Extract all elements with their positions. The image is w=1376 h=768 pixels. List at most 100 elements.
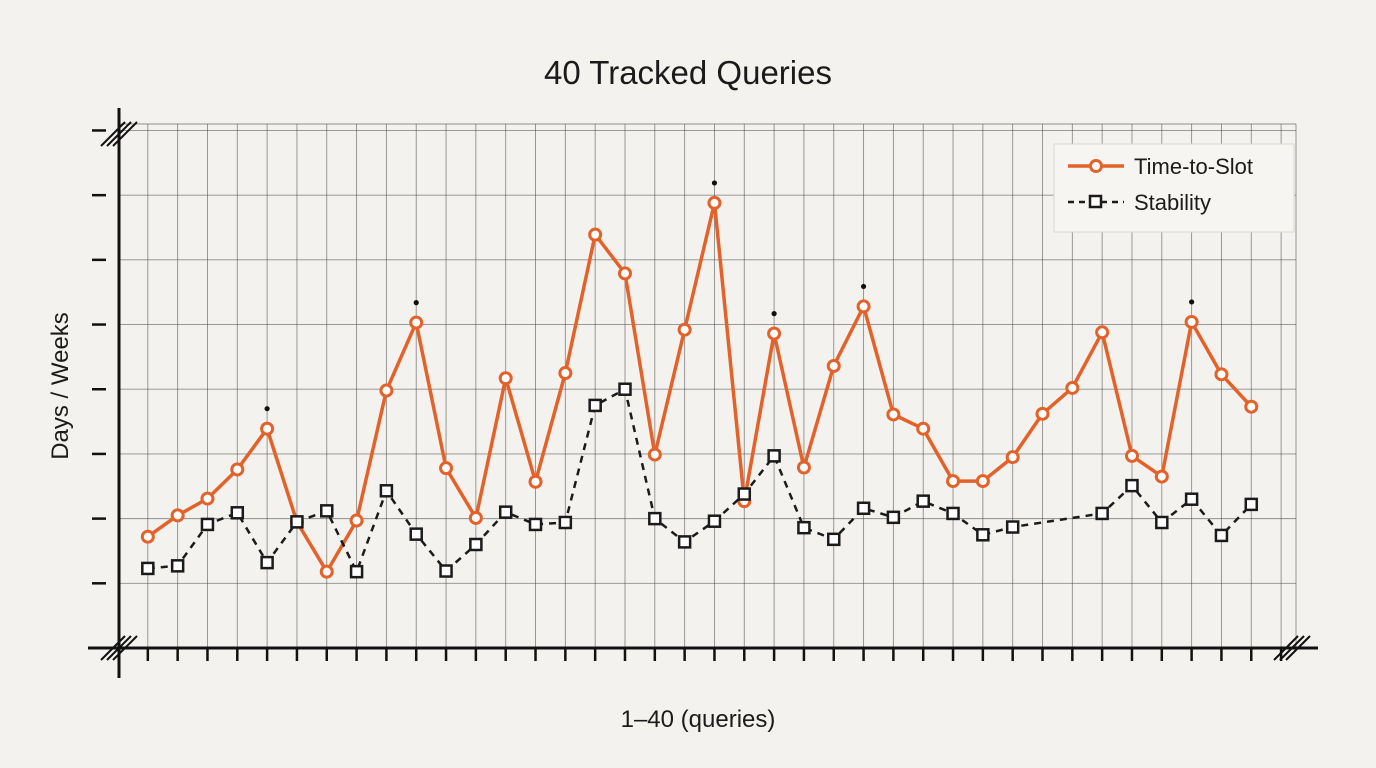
data-point bbox=[170, 559, 185, 573]
data-point bbox=[647, 447, 662, 462]
data-point bbox=[797, 520, 811, 535]
series-stability bbox=[141, 382, 1259, 579]
data-point bbox=[916, 494, 930, 508]
data-point bbox=[886, 510, 901, 525]
data-point bbox=[1005, 450, 1020, 465]
data-point bbox=[1095, 325, 1110, 340]
data-point bbox=[1214, 367, 1229, 382]
axis-break-mark bbox=[112, 121, 138, 147]
data-point bbox=[856, 501, 871, 516]
data-point bbox=[200, 491, 215, 506]
data-point bbox=[1095, 506, 1109, 521]
data-point bbox=[528, 474, 543, 489]
data-point bbox=[260, 555, 274, 570]
data-point bbox=[1214, 528, 1229, 543]
data-point bbox=[1244, 497, 1259, 512]
data-point bbox=[1005, 520, 1020, 534]
data-point bbox=[409, 527, 423, 541]
data-point bbox=[319, 564, 334, 579]
data-point bbox=[230, 462, 245, 477]
data-point bbox=[409, 315, 424, 330]
axis-break-mark bbox=[1273, 635, 1299, 661]
data-point bbox=[1154, 469, 1169, 484]
legend: Time-to-Slot Stability bbox=[1053, 143, 1295, 233]
axis-break-mark bbox=[1285, 635, 1311, 661]
data-point bbox=[975, 474, 990, 489]
data-point bbox=[379, 484, 394, 498]
data-point bbox=[349, 513, 364, 528]
data-point bbox=[677, 535, 692, 549]
data-point bbox=[290, 515, 304, 529]
data-point bbox=[140, 529, 155, 544]
data-point bbox=[617, 266, 632, 281]
data-point bbox=[170, 508, 185, 523]
data-point bbox=[946, 474, 961, 489]
data-point bbox=[826, 358, 841, 373]
series-line bbox=[147, 387, 1253, 573]
data-point bbox=[588, 398, 602, 413]
data-point bbox=[498, 505, 513, 519]
data-point bbox=[1065, 380, 1080, 395]
data-point bbox=[1155, 515, 1169, 530]
data-point bbox=[588, 227, 603, 242]
data-point bbox=[946, 506, 960, 521]
data-point bbox=[976, 528, 990, 542]
data-point bbox=[558, 515, 573, 530]
data-point bbox=[916, 421, 931, 436]
series-layer bbox=[140, 180, 1259, 579]
data-point bbox=[468, 510, 483, 525]
data-point bbox=[648, 511, 662, 526]
data-point bbox=[379, 383, 394, 398]
data-point bbox=[200, 517, 215, 532]
data-point bbox=[618, 382, 632, 396]
data-point bbox=[439, 461, 454, 476]
legend-marker-time-to-slot bbox=[1089, 159, 1103, 173]
data-point bbox=[707, 514, 722, 528]
axis-break-mark bbox=[100, 635, 126, 661]
data-point bbox=[737, 487, 752, 501]
peak-marker bbox=[711, 180, 718, 186]
data-point bbox=[320, 504, 334, 518]
data-point bbox=[1125, 478, 1139, 493]
x-axis-label: 1–40 (queries) bbox=[621, 706, 776, 733]
peak-marker bbox=[413, 300, 419, 306]
data-point bbox=[796, 460, 811, 475]
data-point bbox=[886, 407, 901, 422]
series-time-to-slot bbox=[140, 180, 1259, 579]
data-point bbox=[349, 564, 364, 579]
data-point bbox=[230, 506, 245, 520]
data-point bbox=[439, 564, 453, 578]
axis-break-mark bbox=[106, 635, 132, 661]
data-point bbox=[677, 322, 692, 337]
axes bbox=[88, 108, 1318, 678]
axis-break-mark bbox=[100, 121, 126, 147]
data-point bbox=[469, 537, 483, 552]
data-point bbox=[260, 421, 275, 436]
axis-break-mark bbox=[112, 635, 138, 661]
data-point bbox=[1035, 406, 1050, 421]
data-point bbox=[826, 532, 841, 547]
peak-marker bbox=[1189, 299, 1195, 305]
chart-title: 40 Tracked Queries bbox=[544, 54, 832, 91]
axis-break-mark bbox=[106, 121, 132, 147]
data-point bbox=[767, 449, 781, 463]
data-point bbox=[558, 366, 573, 381]
data-point bbox=[1124, 448, 1139, 463]
peak-marker bbox=[860, 283, 867, 290]
data-point bbox=[1184, 314, 1199, 329]
data-point bbox=[856, 299, 871, 314]
data-point bbox=[767, 326, 782, 341]
legend-background bbox=[1053, 143, 1295, 233]
peak-marker bbox=[264, 406, 270, 412]
data-point bbox=[1184, 492, 1199, 506]
data-point bbox=[141, 561, 155, 576]
y-axis-label: Days / Weeks bbox=[47, 312, 74, 460]
data-point bbox=[498, 371, 513, 386]
data-point bbox=[707, 195, 722, 210]
legend-label-time-to-slot: Time-to-Slot bbox=[1134, 154, 1253, 179]
data-point bbox=[528, 517, 543, 532]
axis-break-mark bbox=[1279, 635, 1305, 661]
legend-label-stability: Stability bbox=[1134, 190, 1211, 215]
